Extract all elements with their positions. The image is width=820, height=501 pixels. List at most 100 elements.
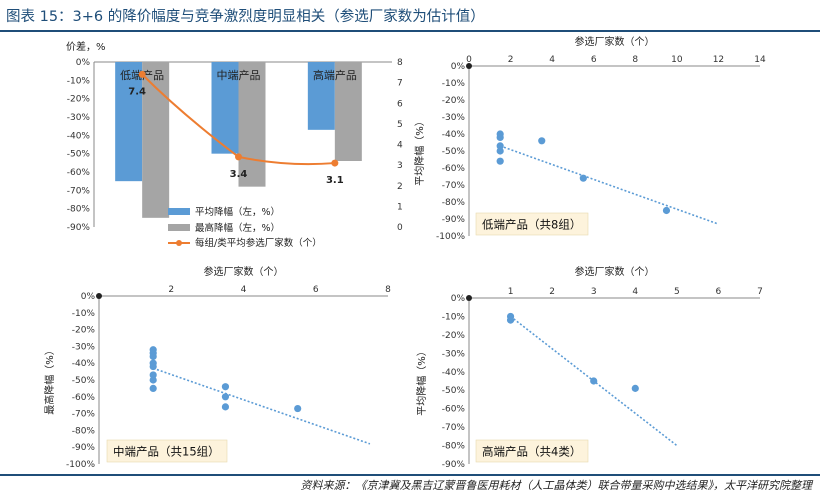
legend-label-max: 最高降幅（左，%）	[195, 222, 280, 234]
origin-marker	[96, 293, 102, 299]
scatter-chart: 参选厂家数（个） 最高降幅（%） 0% -10% -20% -30% -40% -50% -60…	[43, 265, 391, 470]
scatter-point	[631, 384, 639, 392]
x-tick-label: 8	[385, 285, 391, 295]
y-tick-label: -40%	[442, 368, 466, 378]
scatter-point	[149, 371, 157, 379]
y-tick-label: -80%	[67, 205, 91, 215]
x-tick-label: 0	[466, 55, 472, 65]
y-axis-title: 平均降幅（%）	[413, 116, 426, 186]
y-tick-label: -40%	[72, 359, 96, 369]
scatter-point	[221, 383, 230, 391]
y-tick-label: -80%	[442, 198, 466, 208]
trendline	[499, 145, 719, 225]
y-tick-label: -10%	[442, 312, 466, 322]
combo-chart: 价差，% 0% -10% -20% -30% -40% -50% -60% -70% -80% -9…	[66, 40, 403, 249]
legend-swatch-avg	[168, 208, 190, 215]
x-tick-label: 4	[632, 287, 638, 297]
x-tick-label: 2	[508, 55, 514, 65]
y-tick-label: -10%	[67, 76, 91, 86]
y-tick-label: -90%	[67, 223, 91, 233]
annotation-label: 低端产品（共8组）	[482, 218, 581, 232]
annotation-box	[106, 439, 228, 463]
x-tick-label: 12	[713, 55, 724, 65]
x-tick-label: 5	[674, 287, 680, 297]
y-tick-label: -60%	[442, 164, 466, 174]
y2-tick-label: 3	[397, 161, 403, 171]
legend-marker-line	[176, 240, 182, 246]
scatter-point	[590, 377, 598, 385]
y-tick-label: -70%	[442, 181, 466, 191]
bar-max-drop	[142, 62, 170, 218]
title-rule	[0, 30, 820, 32]
y-tick-label: -50%	[67, 150, 91, 160]
y-tick-label: -30%	[72, 342, 96, 352]
scatter-point	[294, 404, 302, 413]
legend-label-avg: 平均降幅（左，%）	[195, 206, 280, 218]
x-tick-label: 4	[241, 285, 247, 295]
annotation-box	[475, 212, 589, 236]
bar-avg-drop	[307, 62, 335, 130]
y-axis-title: 最高降幅（%）	[43, 345, 56, 415]
y-tick-label: -20%	[72, 326, 96, 336]
y2-tick-label: 5	[397, 120, 403, 130]
source-note: 资料来源：《京津冀及黑吉辽蒙晋鲁医用耗材（人工晶体类）联合带量采购中选结果》，太…	[300, 479, 813, 492]
y-axis-title: 价差，%	[66, 40, 106, 53]
line-data-label: 3.4	[230, 169, 248, 180]
annotation-label: 中端产品（共15组）	[113, 445, 220, 459]
scatter-point	[506, 316, 515, 324]
annotation-box	[475, 439, 589, 463]
x-tick-label: 10	[671, 55, 683, 65]
line-point	[138, 70, 146, 78]
y-tick-label: -50%	[442, 386, 466, 396]
y2-tick-label: 6	[397, 99, 403, 109]
y2-tick-label: 8	[397, 58, 403, 68]
origin-marker	[466, 63, 472, 69]
y-tick-label: -80%	[72, 426, 96, 436]
y-tick-label: -100%	[436, 232, 465, 242]
scatter-point	[149, 362, 157, 371]
y2-tick-label: 7	[397, 79, 403, 89]
y2-tick-label: 2	[397, 182, 403, 192]
y2-tick-label: 1	[397, 202, 403, 212]
scatter-point	[538, 137, 546, 145]
x-axis-title: 参选厂家数（个）	[575, 35, 655, 48]
line-point	[331, 159, 339, 167]
y-tick-label: -40%	[67, 131, 91, 141]
y-tick-label: -70%	[67, 186, 91, 196]
annotation-label: 高端产品（共4类）	[482, 445, 581, 459]
y-tick-label: -40%	[442, 130, 466, 140]
title-bar: 图表 15：3+6 的降价幅度与竞争激烈度明显相关（参选厂家数为估计值）	[0, 0, 820, 30]
scatter-point	[496, 133, 504, 141]
scatter-chart: 参选厂家数（个） 平均降幅（%） 0% -10% -20% -30% -40% -50% -60…	[413, 35, 766, 242]
scatter-point	[221, 393, 230, 401]
y-tick-label: 0%	[76, 58, 91, 68]
scatter-chart: 参选厂家数（个） 平均降幅（%） 0% -10% -20% -30% -40% -50% -60…	[415, 265, 763, 470]
y-tick-label: -10%	[442, 79, 466, 89]
y-tick-label: -90%	[442, 460, 466, 470]
x-tick-label: 6	[716, 287, 722, 297]
y-tick-label: -60%	[442, 405, 466, 415]
x-tick-label: 4	[549, 55, 555, 65]
scatter-point	[149, 376, 157, 384]
category-label: 高端产品	[313, 68, 357, 82]
y-tick-label: -70%	[72, 410, 96, 420]
x-tick-label: 6	[313, 285, 319, 295]
y-tick-label: -90%	[442, 215, 466, 225]
bar-max-drop	[334, 62, 362, 161]
bar-avg-drop	[115, 62, 143, 182]
bar-max-drop	[238, 62, 266, 187]
figure-title: 图表 15：3+6 的降价幅度与竞争激烈度明显相关（参选厂家数为估计值）	[6, 9, 485, 25]
y-tick-label: -20%	[442, 331, 466, 341]
x-tick-label: 2	[549, 287, 555, 297]
origin-marker	[466, 295, 472, 301]
x-tick-label: 3	[591, 287, 597, 297]
x-axis-title: 参选厂家数（个）	[204, 265, 284, 278]
legend-swatch-max	[168, 224, 190, 231]
y-tick-label: -100%	[66, 460, 95, 470]
y-tick-label: 0%	[81, 292, 96, 302]
scatter-point	[149, 352, 157, 361]
y-tick-label: -60%	[67, 168, 91, 178]
x-tick-label: 1	[508, 287, 514, 297]
trendline	[152, 367, 371, 445]
